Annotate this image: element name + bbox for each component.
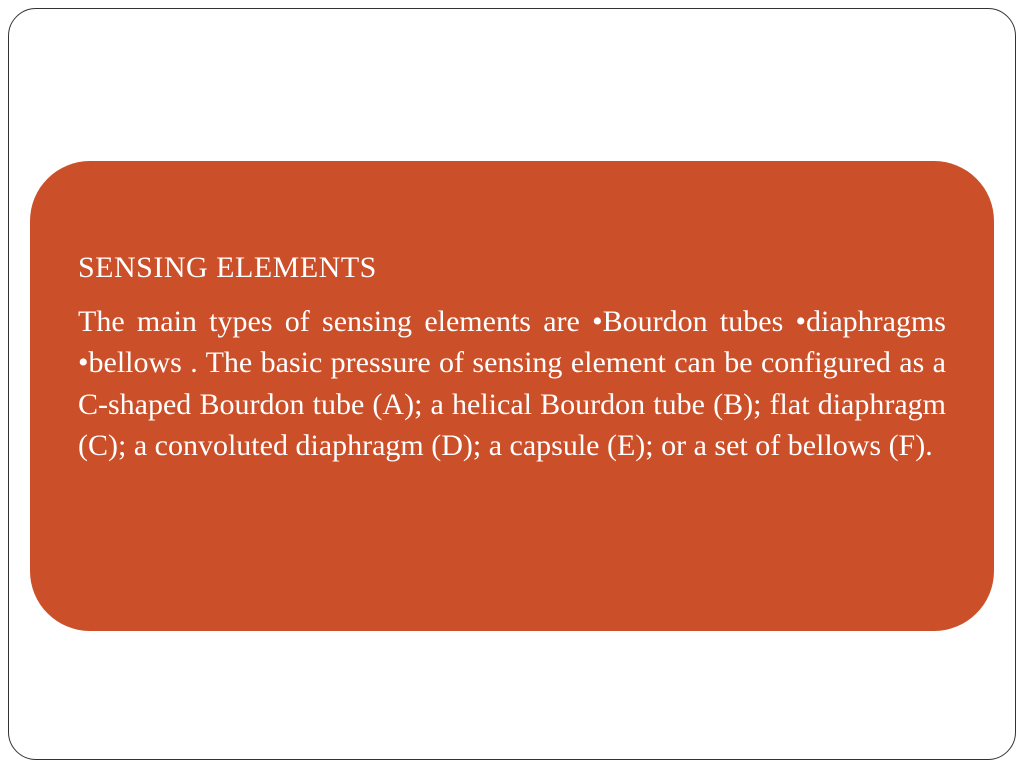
slide-heading: SENSING ELEMENTS [78, 251, 946, 285]
content-panel: SENSING ELEMENTS The main types of sensi… [30, 161, 994, 631]
slide-body-text: The main types of sensing elements are •… [78, 301, 946, 467]
